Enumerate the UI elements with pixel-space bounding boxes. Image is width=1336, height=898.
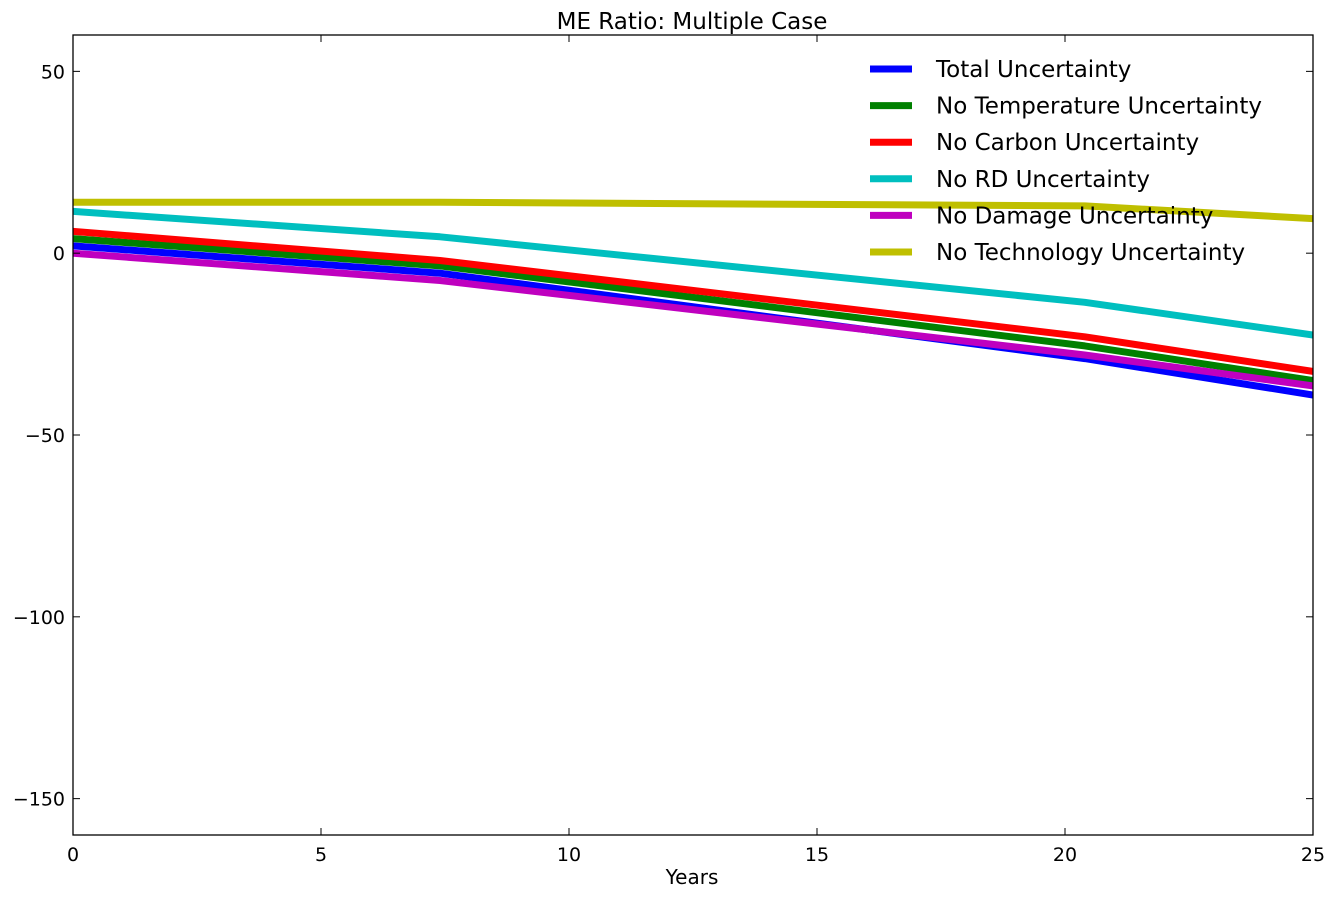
axis-ticks: 0 5 10 15 20 25 50 0 −50 −100 −150 [13, 35, 1325, 866]
series-lines [73, 198, 1313, 399]
x-tick-label: 5 [315, 844, 327, 866]
y-tick-label: −50 [25, 425, 65, 447]
legend-label-0: Total Uncertainty [935, 57, 1131, 83]
series-line-4 [73, 249, 1313, 390]
series-line-2 [73, 227, 1313, 375]
chart-title: ME Ratio: Multiple Case [557, 9, 828, 35]
legend-label-2: No Carbon Uncertainty [936, 130, 1199, 156]
series-line-1 [73, 235, 1313, 384]
x-tick-label: 15 [805, 844, 829, 866]
x-tick-label: 0 [67, 844, 79, 866]
y-tick-label: −100 [13, 607, 65, 629]
legend: Total Uncertainty No Temperature Uncertai… [870, 57, 1262, 266]
plot-area [73, 198, 1313, 399]
legend-label-1: No Temperature Uncertainty [936, 94, 1262, 120]
series-line-5 [73, 198, 1313, 223]
x-tick-label: 20 [1053, 844, 1077, 866]
x-axis-label: Years [665, 865, 719, 889]
y-tick-label: −150 [13, 789, 65, 811]
x-tick-label: 25 [1301, 844, 1325, 866]
legend-label-5: No Technology Uncertainty [936, 240, 1245, 266]
series-line-3 [73, 207, 1313, 339]
y-tick-label: 0 [53, 243, 65, 265]
legend-label-3: No RD Uncertainty [936, 167, 1150, 193]
legend-label-4: No Damage Uncertainty [936, 203, 1213, 229]
x-tick-label: 10 [557, 844, 581, 866]
y-tick-label: 50 [41, 61, 65, 83]
